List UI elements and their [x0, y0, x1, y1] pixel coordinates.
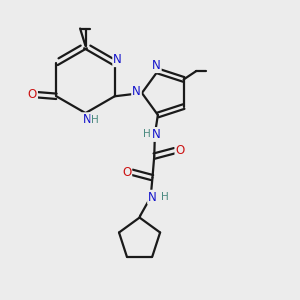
- Text: N: N: [152, 59, 161, 72]
- Text: N: N: [152, 128, 161, 141]
- Text: H: H: [91, 115, 99, 125]
- Text: N: N: [132, 85, 141, 98]
- Text: O: O: [122, 166, 131, 179]
- Text: N: N: [113, 53, 122, 66]
- Text: N: N: [82, 113, 91, 126]
- Text: H: H: [142, 130, 150, 140]
- Text: O: O: [28, 88, 37, 101]
- Text: N: N: [148, 191, 157, 204]
- Text: O: O: [176, 144, 185, 157]
- Text: H: H: [160, 192, 168, 202]
